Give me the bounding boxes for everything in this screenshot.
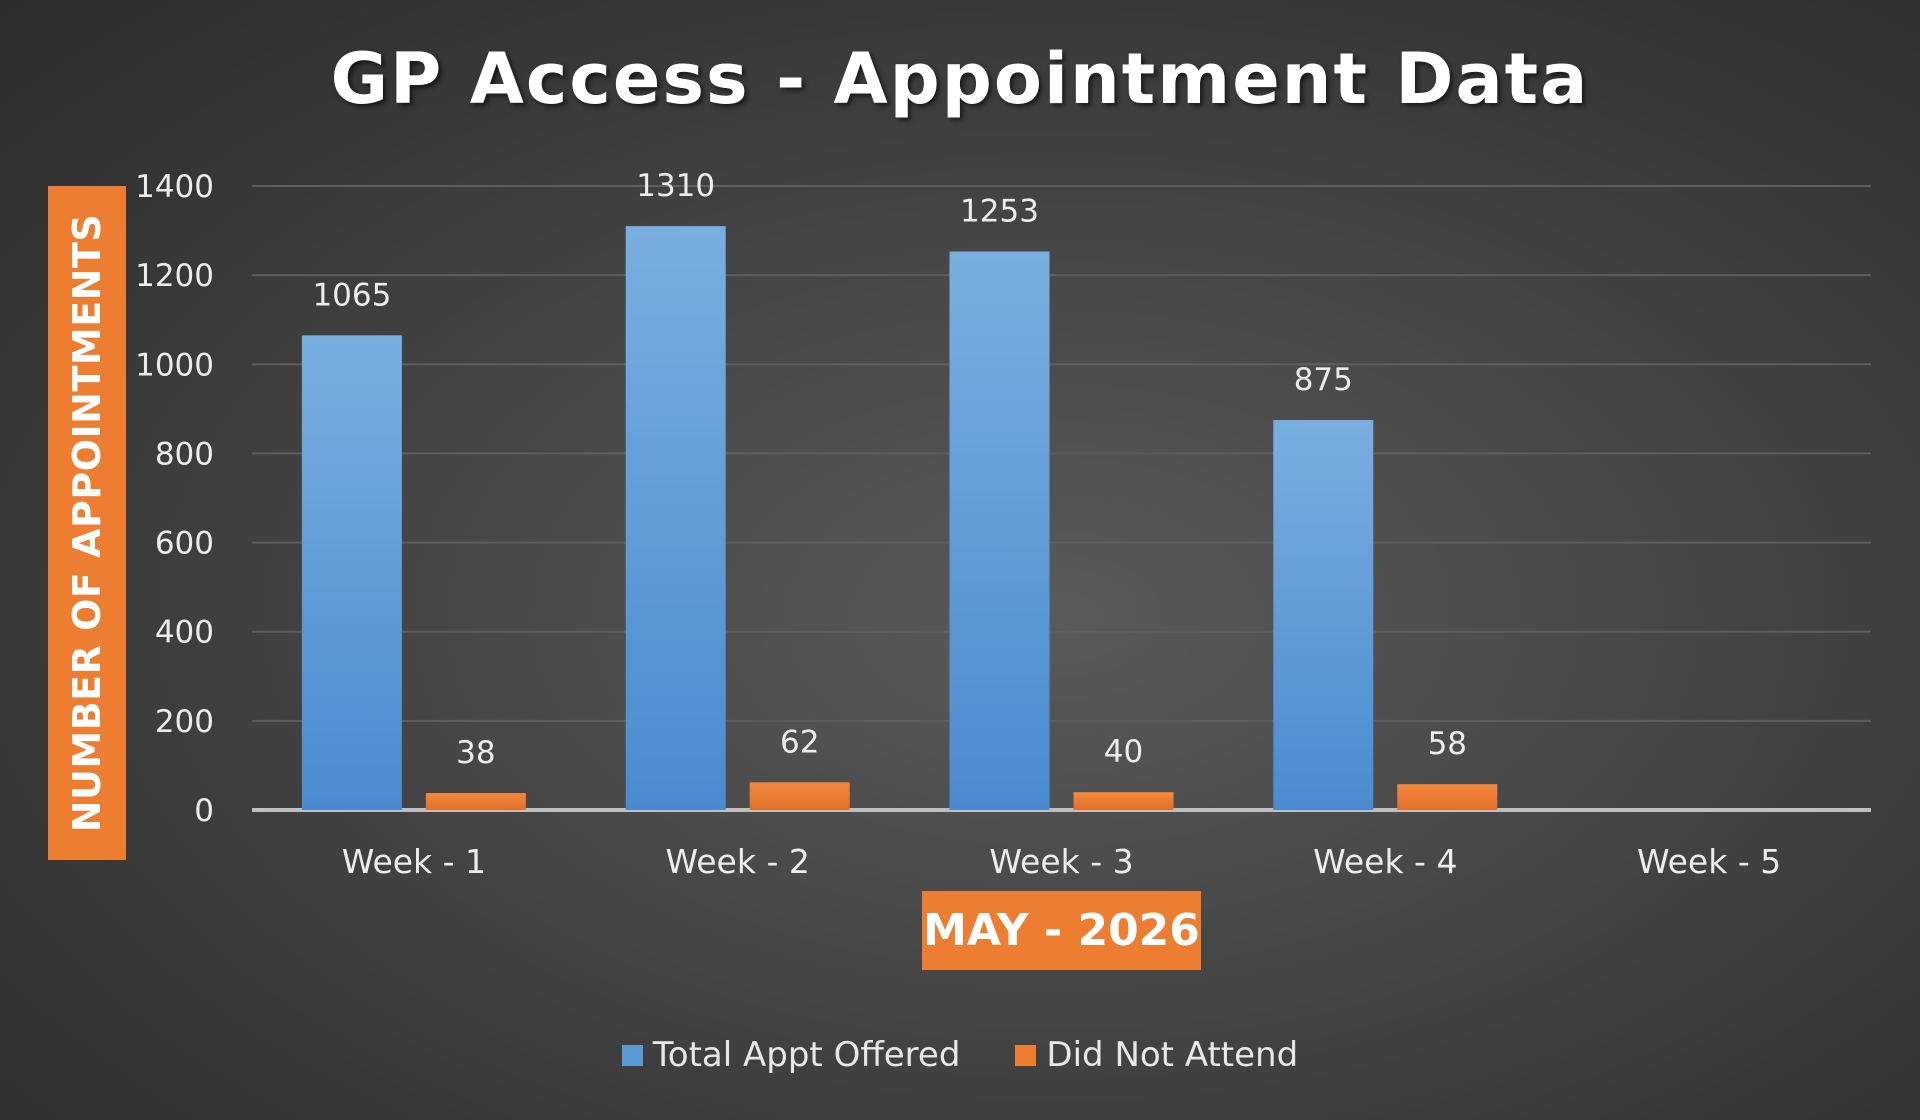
legend-swatch-did-not-attend bbox=[1015, 1044, 1037, 1066]
x-tick-label: Week - 1 bbox=[342, 842, 486, 881]
legend-label-did-not-attend: Did Not Attend bbox=[1046, 1035, 1299, 1075]
data-label-total-appt-offered: 875 bbox=[1294, 362, 1353, 398]
bar-did-not-attend bbox=[1073, 792, 1174, 810]
bar-did-not-attend bbox=[749, 782, 850, 810]
legend-item-did-not-attend: Did Not Attend bbox=[1015, 1035, 1298, 1075]
bar-total-appt-offered bbox=[301, 335, 402, 810]
x-tick-label: Week - 2 bbox=[666, 842, 810, 881]
bar-did-not-attend bbox=[1397, 784, 1498, 810]
data-label-did-not-attend: 40 bbox=[1104, 734, 1143, 770]
data-label-total-appt-offered: 1253 bbox=[960, 194, 1039, 230]
y-tick-label: 1400 bbox=[135, 169, 214, 205]
y-tick-label: 400 bbox=[155, 615, 214, 651]
x-tick-label: Week - 3 bbox=[989, 842, 1133, 881]
bar-did-not-attend bbox=[425, 793, 526, 810]
x-tick-label: Week - 4 bbox=[1313, 842, 1457, 881]
bar-total-appt-offered bbox=[1273, 420, 1374, 810]
legend-label-total-appt-offered: Total Appt Offered bbox=[652, 1035, 961, 1075]
y-tick-label: 600 bbox=[155, 526, 214, 562]
data-label-did-not-attend: 62 bbox=[780, 724, 819, 760]
legend-swatch-total-appt-offered bbox=[621, 1044, 643, 1066]
y-axis-label-box bbox=[48, 186, 126, 860]
legend-item-total-appt-offered: Total Appt Offered bbox=[621, 1035, 961, 1075]
x-axis-label: MAY - 2026 bbox=[922, 891, 1201, 970]
y-tick-label: 1000 bbox=[135, 347, 214, 383]
y-tick-label: 0 bbox=[194, 793, 214, 829]
data-label-total-appt-offered: 1310 bbox=[636, 168, 715, 204]
data-label-total-appt-offered: 1065 bbox=[312, 277, 391, 313]
y-tick-label: 200 bbox=[155, 704, 214, 740]
y-tick-label: 800 bbox=[155, 436, 214, 472]
bar-total-appt-offered bbox=[625, 226, 726, 811]
legend: Total Appt Offered Did Not Attend bbox=[0, 1035, 1920, 1075]
bar-total-appt-offered bbox=[949, 251, 1050, 810]
data-label-did-not-attend: 38 bbox=[456, 735, 495, 771]
y-tick-label: 1200 bbox=[135, 258, 214, 294]
chart-title: GP Access - Appointment Data bbox=[330, 38, 1590, 120]
data-label-did-not-attend: 58 bbox=[1428, 726, 1467, 762]
x-tick-label: Week - 5 bbox=[1637, 842, 1781, 881]
